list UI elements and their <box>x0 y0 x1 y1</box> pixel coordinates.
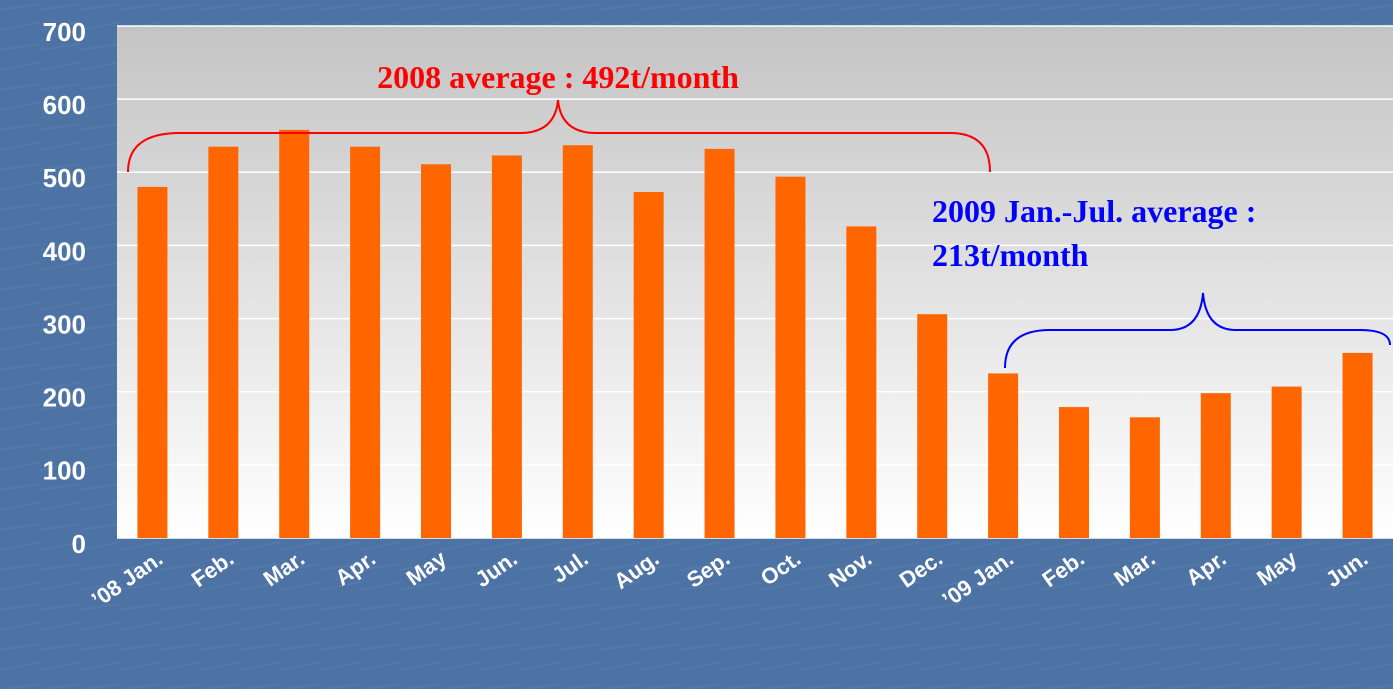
bar <box>208 146 239 538</box>
bar <box>279 129 310 538</box>
bar <box>350 146 381 538</box>
bar <box>775 176 806 538</box>
brace <box>1004 292 1391 369</box>
y-tick-label: 500 <box>43 163 86 193</box>
y-tick-label: 600 <box>43 90 86 120</box>
bar <box>137 186 168 538</box>
y-tick-label: 0 <box>72 529 86 559</box>
bar <box>1271 386 1302 538</box>
y-tick-label: 300 <box>43 309 86 339</box>
y-tick-label: 400 <box>43 236 86 266</box>
y-tick-label: 700 <box>43 17 86 47</box>
bar <box>846 226 877 538</box>
annotation: 2009 Jan.-Jul. average : <box>932 193 1256 229</box>
bar <box>1129 417 1160 538</box>
y-tick-label: 200 <box>43 383 86 413</box>
annotation: 213t/month <box>932 237 1089 273</box>
bar <box>491 155 522 538</box>
bar <box>704 148 735 538</box>
bar <box>421 164 451 539</box>
y-tick-label: 100 <box>43 456 86 486</box>
bar <box>562 145 593 539</box>
bar <box>1200 393 1231 538</box>
bar <box>917 314 948 538</box>
plot-area <box>117 26 1393 538</box>
brace <box>127 99 991 173</box>
annotation: 2008 average : 492t/month <box>377 59 739 95</box>
bar <box>633 192 664 538</box>
bar <box>988 373 1019 538</box>
bar <box>1342 352 1373 538</box>
bar <box>1059 407 1089 538</box>
